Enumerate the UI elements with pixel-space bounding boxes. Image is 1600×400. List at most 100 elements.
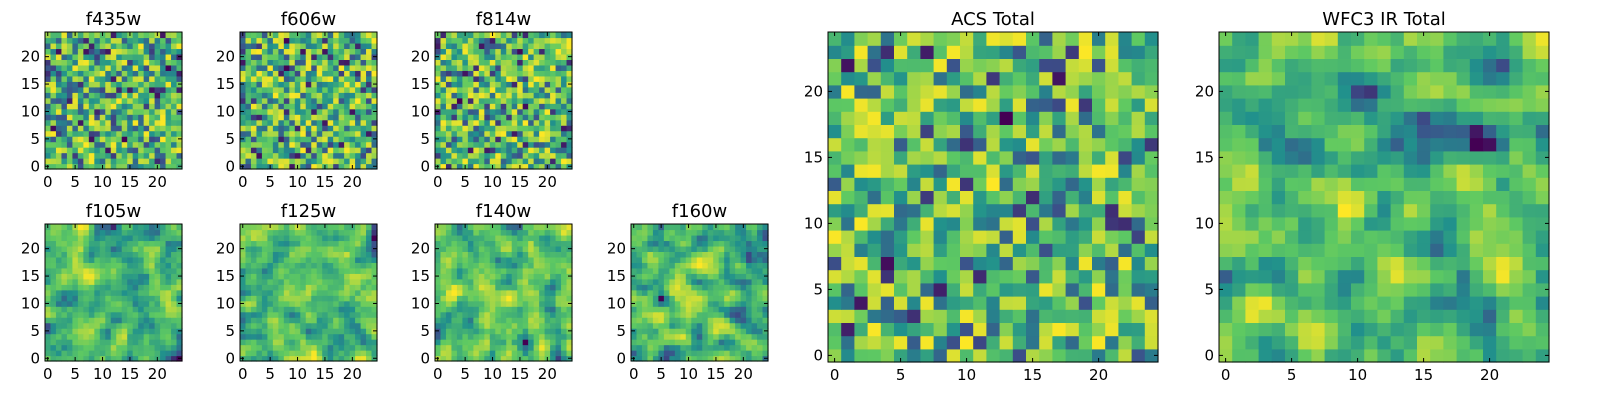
heatmap-cell xyxy=(283,224,290,231)
heatmap-cell xyxy=(517,245,524,252)
heatmap-cell xyxy=(539,317,546,324)
heatmap-cell xyxy=(171,114,178,121)
heatmap-cell xyxy=(250,289,258,296)
heatmap-cell xyxy=(907,322,921,337)
heatmap-cell xyxy=(138,251,145,258)
heatmap-cell xyxy=(544,322,551,329)
heatmap-cell xyxy=(160,284,167,291)
heatmap-cell xyxy=(355,240,362,247)
heatmap-cell xyxy=(451,317,458,324)
heatmap-cell xyxy=(641,240,649,247)
heatmap-cell xyxy=(696,256,703,263)
heatmap-cell xyxy=(305,81,312,88)
heatmap-cell xyxy=(300,295,307,302)
heatmap-cell xyxy=(278,70,285,77)
heatmap-cell xyxy=(1144,282,1159,297)
heatmap-cell xyxy=(316,130,323,137)
heatmap-cell xyxy=(77,289,84,296)
heatmap-cell xyxy=(1065,335,1080,350)
heatmap-cell xyxy=(344,350,351,357)
heatmap-cell xyxy=(289,125,296,132)
heatmap-cell xyxy=(762,267,769,274)
heatmap-cell xyxy=(685,350,692,357)
heatmap-cell xyxy=(176,295,183,302)
heatmap-cell xyxy=(267,339,274,346)
heatmap-cell xyxy=(83,86,90,93)
heatmap-cell xyxy=(99,81,106,88)
heatmap-cell xyxy=(338,289,345,296)
heatmap-cell xyxy=(495,333,502,340)
y-tick-label: 10 xyxy=(21,102,40,120)
heatmap-cell xyxy=(272,278,279,285)
heatmap-cell xyxy=(658,278,665,285)
heatmap-cell xyxy=(50,300,57,307)
heatmap-cell xyxy=(435,350,442,357)
heatmap-cell xyxy=(171,130,178,137)
heatmap-cell xyxy=(511,152,518,159)
heatmap-cell xyxy=(555,245,562,252)
heatmap-cell xyxy=(360,103,367,110)
heatmap-cell xyxy=(462,97,469,104)
heatmap-cell xyxy=(311,322,318,329)
heatmap-cell xyxy=(77,278,84,285)
heatmap-cell xyxy=(138,344,145,351)
heatmap-cell xyxy=(250,81,258,88)
heatmap-cell xyxy=(478,256,485,263)
heatmap-cell xyxy=(467,158,474,165)
heatmap-cell xyxy=(61,163,68,170)
heatmap-cell xyxy=(305,273,312,280)
heatmap-cell xyxy=(435,333,442,340)
heatmap-cell xyxy=(484,59,491,66)
heatmap-cell xyxy=(94,114,101,121)
heatmap-cell xyxy=(550,256,557,263)
heatmap-cell xyxy=(489,103,496,110)
heatmap-cell xyxy=(533,339,540,346)
heatmap-cell xyxy=(828,269,842,284)
heatmap-cell xyxy=(445,278,453,285)
heatmap-cell xyxy=(160,130,167,137)
heatmap-cell xyxy=(99,75,106,82)
heatmap-cell xyxy=(1131,243,1146,257)
heatmap-cell xyxy=(707,322,714,329)
heatmap-cell xyxy=(894,322,908,337)
heatmap-cell xyxy=(360,97,367,104)
heatmap-cell xyxy=(267,289,274,296)
heatmap-cell xyxy=(121,125,128,132)
heatmap-cell xyxy=(550,344,557,351)
heatmap-cell xyxy=(344,64,351,71)
heatmap-cell xyxy=(724,350,731,357)
heatmap-cell xyxy=(566,158,573,165)
heatmap-cell xyxy=(462,229,469,236)
heatmap-cell xyxy=(149,333,156,340)
heatmap-cell xyxy=(94,75,101,82)
heatmap-cell xyxy=(478,295,485,302)
heatmap-cell xyxy=(322,322,329,329)
heatmap-cell xyxy=(283,136,290,143)
heatmap-cell xyxy=(267,64,274,71)
heatmap-cell xyxy=(45,317,52,324)
heatmap-cell xyxy=(713,262,720,269)
heatmap-cell xyxy=(300,86,307,93)
heatmap-cell xyxy=(907,296,921,310)
heatmap-cell xyxy=(456,130,463,137)
heatmap-cell xyxy=(1065,164,1080,178)
heatmap-cell xyxy=(506,262,513,269)
heatmap-cell xyxy=(278,251,285,258)
heatmap-cell xyxy=(566,317,573,324)
heatmap-cell xyxy=(250,306,258,313)
heatmap-cell xyxy=(920,243,935,257)
heatmap-cell xyxy=(50,251,57,258)
heatmap-cell xyxy=(533,92,540,99)
heatmap-cell xyxy=(550,103,557,110)
heatmap-cell xyxy=(435,158,442,165)
heatmap-cell xyxy=(550,224,557,231)
heatmap-cell xyxy=(528,267,535,274)
heatmap-cell xyxy=(707,240,714,247)
heatmap-cell xyxy=(88,344,95,351)
heatmap-cell xyxy=(72,306,79,313)
heatmap-cell xyxy=(127,125,134,132)
heatmap-cell xyxy=(707,224,714,231)
heatmap-cell xyxy=(854,282,869,297)
heatmap-cell xyxy=(500,267,507,274)
heatmap-cell xyxy=(522,70,529,77)
